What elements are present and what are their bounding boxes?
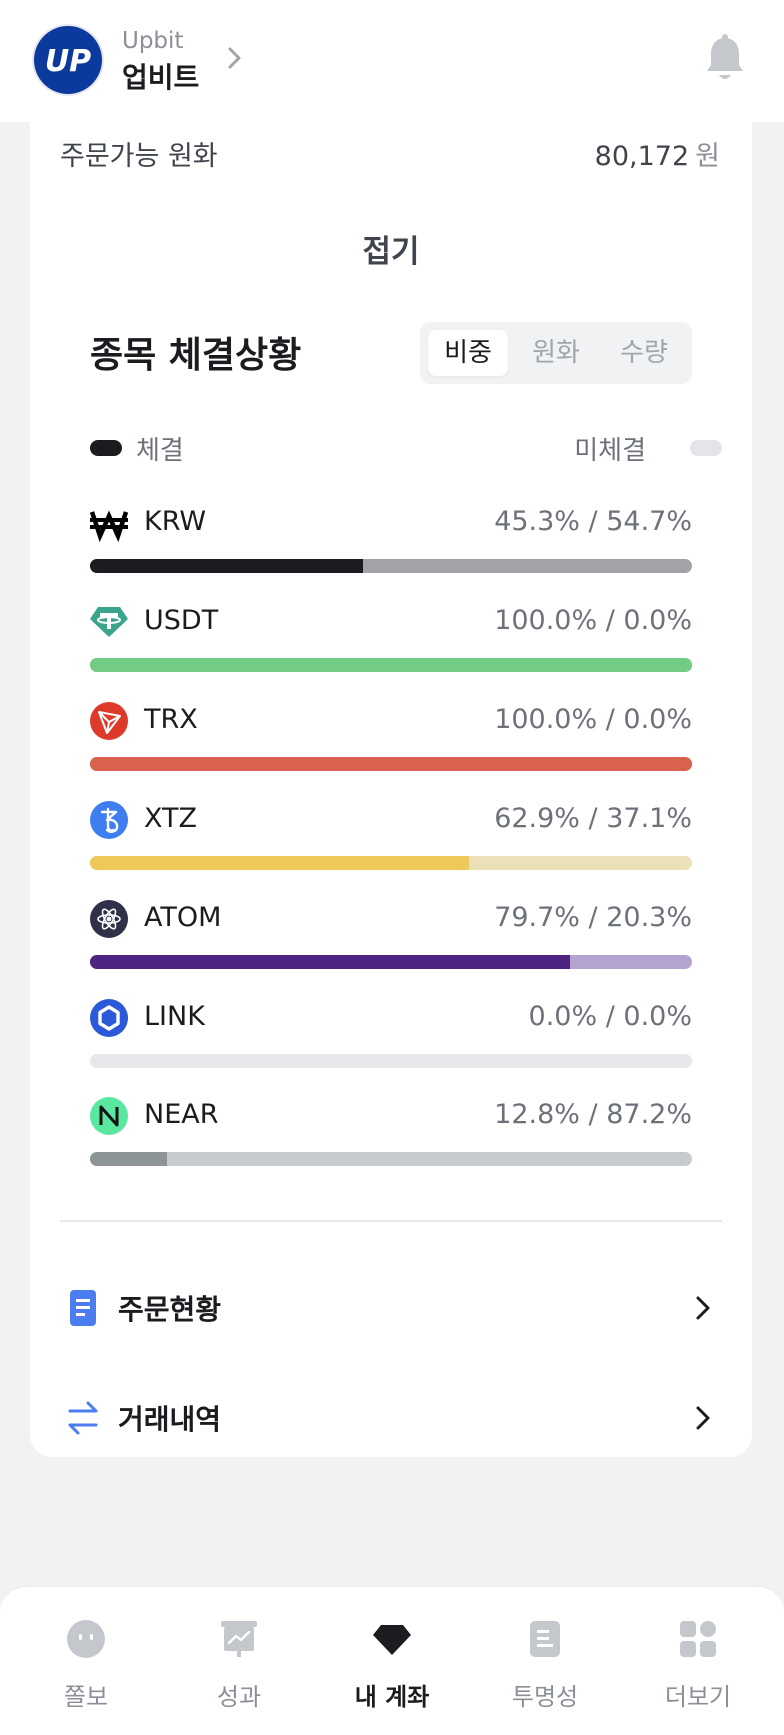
legend-unfilled-swatch xyxy=(690,440,722,456)
asset-progress-fill xyxy=(90,658,692,672)
asset-progress-track xyxy=(90,1152,692,1166)
chevron-right-icon xyxy=(696,1406,710,1430)
tab-krw[interactable]: 원화 xyxy=(532,338,580,368)
asset-row-link: LINK 0.0% / 0.0% xyxy=(90,991,692,1083)
tab-weight[interactable]: 비중 xyxy=(428,330,508,376)
asset-progress-track xyxy=(90,955,692,969)
receipt-icon xyxy=(530,1621,560,1657)
bottom-navigation: 쫄보 성과 내 계좌 투명성 더보기 xyxy=(0,1586,784,1735)
asset-row-trx: TRX 100.0% / 0.0% xyxy=(90,694,692,786)
asset-percentage: 100.0% / 0.0% xyxy=(494,704,692,735)
tab-quantity[interactable]: 수량 xyxy=(620,338,668,368)
asset-percentage: 12.8% / 87.2% xyxy=(494,1099,692,1130)
nav-item-my-account[interactable]: 내 계좌 xyxy=(314,1587,470,1735)
collapse-button[interactable]: 접기 xyxy=(362,234,420,270)
cosmos-icon xyxy=(90,900,128,938)
gem-icon xyxy=(373,1625,411,1655)
asset-progress-fill xyxy=(90,856,469,870)
asset-row-xtz: XTZ 62.9% / 37.1% xyxy=(90,793,692,885)
account-card: 주문가능 원화 80,172 원 접기 종목 체결상황 비중 원화 수량 체결 미… xyxy=(30,122,752,1457)
asset-percentage: 100.0% / 0.0% xyxy=(494,605,692,636)
upbit-logo-icon: UP xyxy=(36,28,100,92)
grid-icon xyxy=(680,1621,716,1657)
brand-name-en[interactable]: Upbit xyxy=(122,28,184,54)
upbit-logo[interactable]: UP xyxy=(34,26,102,94)
legend-unfilled-label: 미체결 xyxy=(574,436,646,466)
chevron-right-icon xyxy=(696,1296,710,1320)
app-header: UP Upbit 업비트 xyxy=(0,0,784,122)
view-mode-segmented-control: 비중 원화 수량 xyxy=(420,322,692,384)
execution-section-title: 종목 체결상황 xyxy=(90,335,302,376)
asset-progress-fill xyxy=(90,757,692,771)
nav-item-scaredy[interactable]: 쫄보 xyxy=(8,1587,164,1735)
asset-progress-fill xyxy=(90,559,363,573)
asset-percentage: 79.7% / 20.3% xyxy=(494,902,692,933)
asset-row-atom: ATOM 79.7% / 20.3% xyxy=(90,892,692,984)
asset-symbol: USDT xyxy=(144,605,219,636)
asset-symbol: NEAR xyxy=(144,1099,219,1130)
asset-row-usdt: USDT 100.0% / 0.0% xyxy=(90,595,692,687)
asset-progress-track xyxy=(90,757,692,771)
tezos-icon xyxy=(90,801,128,839)
available-krw-unit: 원 xyxy=(695,141,720,172)
menu-trade-history[interactable]: 거래내역 xyxy=(60,1378,722,1458)
asset-row-krw: KRW 45.3% / 54.7% xyxy=(90,496,692,588)
tether-icon xyxy=(90,607,128,637)
bell-icon[interactable] xyxy=(704,34,746,84)
legend-filled-swatch xyxy=(90,440,122,456)
chart-board-icon xyxy=(221,1621,257,1657)
nav-label: 내 계좌 xyxy=(354,1683,430,1711)
asset-row-near: NEAR 12.8% / 87.2% xyxy=(90,1089,692,1181)
near-icon xyxy=(90,1097,128,1135)
nav-label: 더보기 xyxy=(664,1683,732,1711)
nav-label: 쫄보 xyxy=(63,1683,109,1711)
nav-item-performance[interactable]: 성과 xyxy=(161,1587,317,1735)
chainlink-icon xyxy=(90,999,128,1037)
face-icon xyxy=(67,1620,105,1658)
asset-percentage: 62.9% / 37.1% xyxy=(494,803,692,834)
asset-progress-track xyxy=(90,559,692,573)
available-krw-value: 80,172 원 xyxy=(595,134,720,173)
nav-label: 투명성 xyxy=(511,1683,579,1711)
asset-progress-fill xyxy=(90,955,570,969)
available-krw-amount: 80,172 xyxy=(594,141,690,172)
nav-item-transparency[interactable]: 투명성 xyxy=(467,1587,623,1735)
asset-symbol: XTZ xyxy=(144,803,198,834)
asset-symbol: KRW xyxy=(144,506,207,537)
asset-progress-fill xyxy=(90,1152,168,1166)
menu-label: 주문현황 xyxy=(118,1293,222,1326)
tron-icon xyxy=(90,702,128,740)
brand-name-ko[interactable]: 업비트 xyxy=(122,61,200,94)
asset-symbol: ATOM xyxy=(144,902,222,933)
svg-text:UP: UP xyxy=(45,44,91,79)
section-divider xyxy=(60,1220,722,1222)
nav-item-more[interactable]: 더보기 xyxy=(620,1587,776,1735)
menu-label: 거래내역 xyxy=(118,1403,222,1436)
asset-progress-track xyxy=(90,658,692,672)
asset-percentage: 45.3% / 54.7% xyxy=(494,506,692,537)
nav-label: 성과 xyxy=(216,1683,262,1711)
won-icon xyxy=(90,510,128,542)
chevron-right-icon[interactable] xyxy=(224,44,246,72)
asset-progress-track xyxy=(90,856,692,870)
document-icon xyxy=(70,1290,96,1326)
asset-symbol: TRX xyxy=(144,704,198,735)
asset-percentage: 0.0% / 0.0% xyxy=(528,1001,692,1032)
legend-filled-label: 체결 xyxy=(136,436,184,466)
swap-arrows-icon xyxy=(68,1401,98,1435)
asset-progress-track xyxy=(90,1054,692,1068)
asset-symbol: LINK xyxy=(144,1001,205,1032)
available-krw-label: 주문가능 원화 xyxy=(60,141,218,172)
menu-order-status[interactable]: 주문현황 xyxy=(60,1268,722,1348)
